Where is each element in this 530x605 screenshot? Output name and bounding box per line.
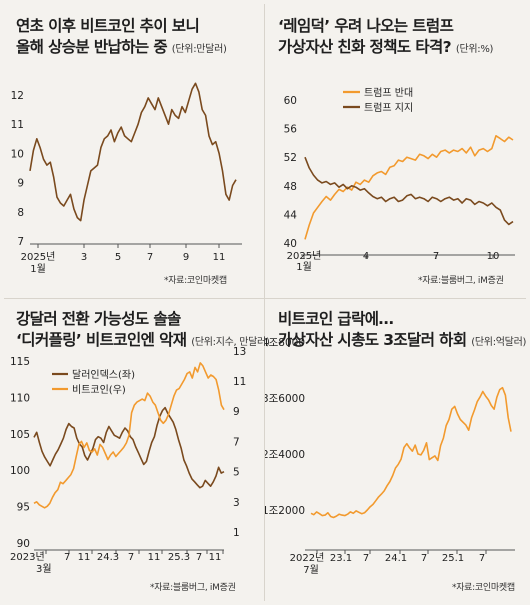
x-tick-label: 1월 — [30, 263, 46, 275]
x-tick-label: 7 — [479, 553, 485, 564]
x-tick-label: 24.1 — [385, 553, 407, 564]
x-tick-label: 7 — [421, 553, 427, 564]
panel-1-source: *자료:코인마켓캡 — [164, 276, 227, 286]
x-tick-label: 2025년 — [21, 251, 56, 263]
x-tick-label: 11 — [213, 252, 226, 263]
panel-4-title-line-1: 비트코인 급락에… — [278, 310, 394, 328]
y-tick-label: 3조6000 — [265, 393, 305, 405]
y-tick-label-right: 3 — [233, 497, 240, 509]
y-tick-label: 7 — [17, 236, 24, 248]
x-tick-label: 11 — [148, 552, 161, 563]
x-tick-label: 5 — [115, 252, 121, 263]
series-line-marketcap — [310, 386, 512, 519]
x-tick-label: 11 — [209, 552, 222, 563]
x-tick-label: 7 — [363, 553, 369, 564]
y-tick-label-left: 115 — [10, 356, 30, 368]
y-tick-label-left: 100 — [10, 465, 30, 477]
y-tick-label-right: 7 — [233, 436, 240, 448]
y-tick-label: 4조8000 — [265, 337, 305, 349]
panel-3-source: *자료:블룸버그, iM증권 — [150, 583, 236, 593]
x-tick-label: 25.1 — [442, 553, 464, 564]
panel-3-title-line-1: 강달러 전환 가능성도 솔솔 — [16, 310, 181, 328]
vertical-divider — [264, 4, 265, 601]
panel-1-title-line-1: 연초 이후 비트코인 추이 보니 — [16, 17, 200, 35]
x-tick-label: 24.3 — [97, 552, 119, 563]
x-tick-label: 1월 — [296, 261, 312, 273]
x-tick-label: 2022년 — [290, 552, 325, 564]
legend-label: 트럼프 반대 — [364, 86, 413, 99]
x-tick-label: 7 — [433, 251, 439, 262]
x-tick-label: 7 — [196, 552, 202, 563]
y-tick-label-right: 1 — [233, 527, 240, 539]
x-tick-label: 25.3 — [168, 552, 190, 563]
series-line-disapprove — [304, 135, 514, 240]
series-line-bitcoin — [33, 362, 225, 509]
x-tick-label: 7 — [147, 252, 153, 263]
y-tick-label: 56 — [284, 124, 298, 136]
y-tick-label: 1조2000 — [265, 505, 305, 517]
x-tick-label: 3 — [81, 252, 87, 263]
y-tick-label: 10 — [11, 148, 24, 160]
panel-3-title: 강달러 전환 가능성도 솔솔 ‘디커플링’ 비트코인엔 악재 (단위:지수, 만… — [16, 309, 270, 353]
panel-3-unit: (단위:지수, 만달러) — [191, 337, 270, 348]
y-tick-label-right: 9 — [233, 406, 240, 418]
panel-2-source: *자료:블룸버그, iM증권 — [418, 276, 504, 286]
series-line-bitcoin — [29, 82, 237, 222]
y-tick-label-right: 11 — [233, 376, 246, 388]
x-tick-label: 7월 — [303, 564, 319, 576]
panel-1-unit: (단위:만달러) — [171, 44, 227, 55]
series-line-dollar-index — [33, 406, 225, 489]
panel-2-unit: (단위:%) — [455, 44, 494, 55]
y-tick-label: 12 — [11, 90, 24, 102]
y-tick-label: 44 — [284, 209, 298, 221]
x-tick-label: 2025년 — [287, 250, 322, 262]
panel-3-title-line-2: ‘디커플링’ 비트코인엔 악재 (단위:지수, 만달러) — [16, 331, 270, 349]
x-tick-label: 9 — [183, 252, 189, 263]
y-tick-label: 52 — [284, 152, 297, 164]
legend-label: 트럼프 지지 — [364, 101, 413, 114]
panel-4-unit: (단위:억달러) — [471, 337, 527, 348]
horizontal-divider — [4, 298, 526, 299]
y-tick-label-left: 105 — [10, 429, 30, 441]
legend-label: 달러인덱스(좌) — [72, 369, 135, 381]
panel-4-title-line-2: 가상자산 시총도 3조달러 하회 (단위:억달러) — [278, 331, 527, 349]
y-tick-label-right: 13 — [233, 346, 246, 358]
panel-1-title: 연초 이후 비트코인 추이 보니 올해 상승분 반납하는 중 (단위:만달러) — [16, 16, 227, 60]
x-tick-label: 4 — [363, 251, 369, 262]
x-tick-label: 7 — [128, 552, 134, 563]
series-line-approve — [304, 156, 514, 226]
y-tick-label-left: 95 — [17, 502, 30, 514]
legend-label: 비트코인(우) — [72, 384, 126, 396]
y-tick-label: 9 — [17, 178, 24, 190]
panel-2-title-line-1: ‘레임덕’ 우려 나오는 트럼프 — [278, 17, 454, 35]
y-tick-label: 40 — [284, 238, 297, 250]
y-tick-label-right: 5 — [233, 467, 240, 479]
x-tick-label: 7 — [64, 552, 70, 563]
x-tick-label: 3월 — [36, 563, 52, 575]
y-tick-label: 60 — [284, 95, 297, 107]
y-tick-label: 48 — [284, 181, 297, 193]
y-tick-label-left: 110 — [10, 392, 30, 404]
x-tick-label: 11 — [78, 552, 91, 563]
y-tick-label: 2조4000 — [265, 449, 305, 461]
y-tick-label-left: 90 — [17, 538, 30, 550]
x-tick-label: 23.1 — [330, 553, 352, 564]
y-tick-label: 8 — [17, 207, 24, 219]
panel-4-source: *자료:코인마켓캡 — [452, 583, 515, 593]
x-tick-label: 10 — [487, 251, 500, 262]
panel-1-title-line-2: 올해 상승분 반납하는 중 (단위:만달러) — [16, 38, 227, 56]
panel-4-title: 비트코인 급락에… 가상자산 시총도 3조달러 하회 (단위:억달러) — [278, 309, 526, 353]
x-tick-label: 2023년 — [10, 551, 45, 563]
panel-2-title-line-2: 가상자산 친화 정책도 타격? (단위:%) — [278, 38, 494, 56]
y-tick-label: 11 — [11, 119, 24, 131]
panel-2-title: ‘레임덕’ 우려 나오는 트럼프 가상자산 친화 정책도 타격? (단위:%) — [278, 16, 493, 60]
